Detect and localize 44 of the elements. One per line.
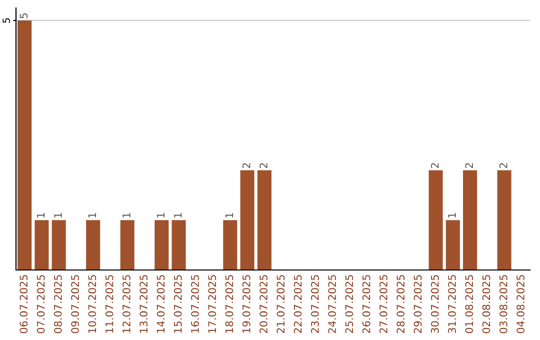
data-label: 5 — [20, 13, 28, 18]
data-label: 2 — [242, 163, 250, 168]
data-label: 1 — [174, 213, 182, 218]
data-label: 1 — [225, 213, 234, 218]
data-label: 1 — [54, 213, 62, 218]
x-tick-label: 26.07.2025 — [362, 275, 370, 334]
x-tick-label: 14.07.2025 — [156, 275, 165, 333]
x-tick-label: 25.07.2025 — [345, 275, 354, 334]
data-label: 1 — [88, 213, 96, 218]
x-tick-label: 08.07.2025 — [54, 275, 62, 334]
x-tick-label: 12.07.2025 — [122, 275, 130, 333]
x-tick-label: 30.07.2025 — [430, 275, 439, 334]
x-tick-label: 18.07.2025 — [225, 275, 234, 333]
x-tick-label: 11.07.2025 — [105, 275, 114, 333]
x-tick-label: 29.07.2025 — [414, 275, 422, 334]
x-tick-label: 01.08.2025 — [465, 275, 474, 334]
x-tick-label: 02.08.2025 — [482, 275, 490, 334]
x-tick-label: 15.07.2025 — [174, 275, 182, 333]
data-label: 2 — [430, 163, 439, 168]
data-label: 2 — [499, 163, 508, 168]
x-tick-label: 31.07.2025 — [448, 275, 456, 334]
x-tick-label: 04.08.2025 — [516, 275, 524, 334]
x-tick-label: 07.07.2025 — [36, 275, 45, 334]
x-tick-label: 06.07.2025 — [20, 275, 28, 334]
x-tick-label: 19.07.2025 — [242, 275, 250, 333]
x-tick-label: 10.07.2025 — [88, 275, 96, 333]
data-label: 1 — [36, 213, 45, 218]
x-tick-label: 03.08.2025 — [499, 275, 508, 334]
x-tick-label: 28.07.2025 — [396, 275, 405, 334]
x-tick-label: 21.07.2025 — [276, 275, 285, 334]
data-label: 2 — [465, 163, 473, 168]
x-tick-label: 22.07.2025 — [294, 275, 302, 334]
x-tick-label: 17.07.2025 — [208, 275, 216, 333]
x-tick-label: 13.07.2025 — [140, 275, 148, 333]
x-tick-label: 24.07.2025 — [328, 275, 336, 334]
x-tick-label: 09.07.2025 — [71, 275, 79, 334]
x-tick-label: 27.07.2025 — [380, 275, 388, 334]
data-label: 1 — [122, 213, 130, 218]
x-tick-label: 20.07.2025 — [260, 275, 268, 334]
data-label: 2 — [260, 163, 268, 168]
data-label: 1 — [156, 213, 165, 218]
x-tick-label: 23.07.2025 — [310, 275, 319, 334]
data-label: 1 — [448, 213, 456, 218]
x-tick-label: 16.07.2025 — [191, 275, 199, 333]
